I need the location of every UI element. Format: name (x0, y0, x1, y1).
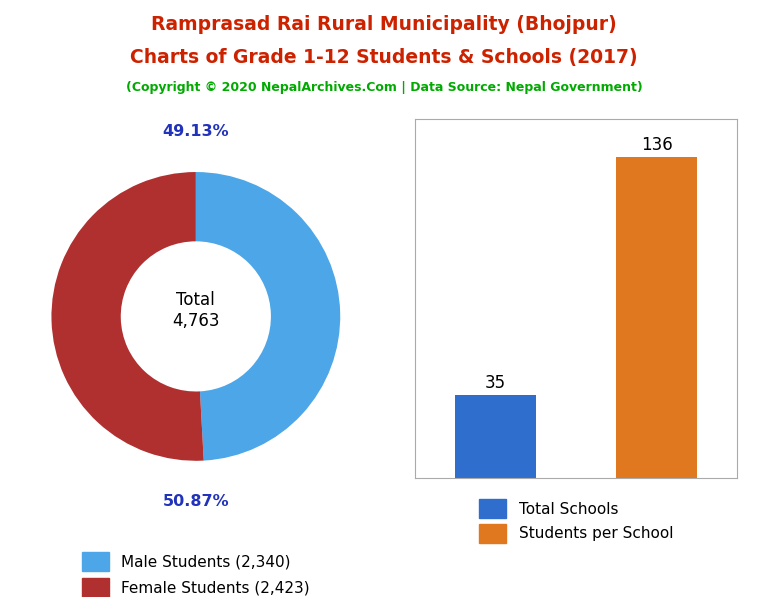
Wedge shape (51, 172, 204, 461)
Bar (616, 157, 697, 478)
Legend: Total Schools, Students per School: Total Schools, Students per School (473, 493, 679, 549)
Text: 49.13%: 49.13% (163, 124, 229, 139)
Text: 50.87%: 50.87% (163, 494, 229, 509)
Text: (Copyright © 2020 NepalArchives.Com | Data Source: Nepal Government): (Copyright © 2020 NepalArchives.Com | Da… (126, 81, 642, 94)
Text: 136: 136 (641, 136, 673, 153)
Legend: Male Students (2,340), Female Students (2,423): Male Students (2,340), Female Students (… (74, 544, 318, 597)
Text: 35: 35 (485, 374, 506, 392)
Text: Total
4,763: Total 4,763 (172, 291, 220, 330)
Bar (455, 395, 536, 478)
Text: Ramprasad Rai Rural Municipality (Bhojpur): Ramprasad Rai Rural Municipality (Bhojpu… (151, 15, 617, 34)
Wedge shape (196, 172, 340, 460)
Text: Charts of Grade 1-12 Students & Schools (2017): Charts of Grade 1-12 Students & Schools … (131, 48, 637, 67)
